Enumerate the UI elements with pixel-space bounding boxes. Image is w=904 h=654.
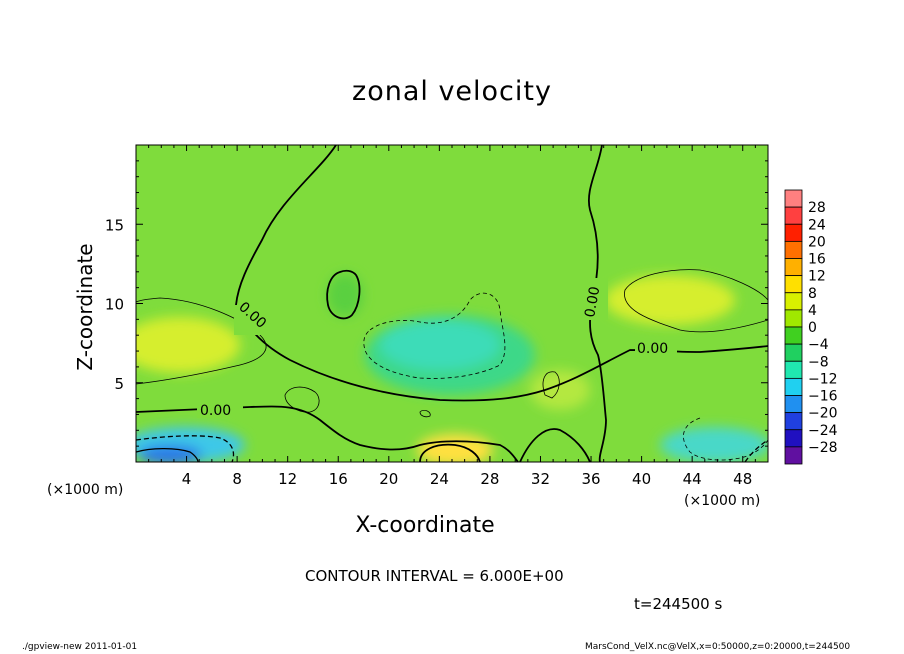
colorbar-label: 4 <box>808 303 817 319</box>
x-tick-label: 16 <box>329 470 348 488</box>
y-tick-label: 15 <box>105 216 124 234</box>
colorbar-swatch <box>784 223 803 242</box>
colorbar-label: −12 <box>808 371 838 387</box>
x-tick-label: 20 <box>379 470 398 488</box>
x-axis-ticks: 4 8 12 16 20 24 28 32 36 40 44 48 <box>148 145 756 488</box>
colorbar-label: −4 <box>808 337 829 353</box>
contour-label: 0.00 <box>582 285 603 318</box>
colorbar-label: 24 <box>808 217 826 233</box>
colorbar-swatch <box>784 292 803 311</box>
colorbar-swatch <box>784 446 803 465</box>
colorbar-label: 16 <box>808 252 826 268</box>
colorbar-label: −20 <box>808 406 838 422</box>
contour-label: 0.00 <box>200 403 231 419</box>
colorbar-label: 12 <box>808 269 826 285</box>
x-tick-label: 32 <box>531 470 550 488</box>
colorbar-label: −8 <box>808 354 829 370</box>
colorbar-swatch <box>784 377 803 396</box>
y-axis-ticks: 5 10 15 <box>105 160 768 447</box>
footer-left: ./gpview-new 2011-01-01 <box>22 642 138 652</box>
x-tick-label: 48 <box>733 470 752 488</box>
colorbar-swatch <box>784 412 803 431</box>
colorbar-swatch <box>784 309 803 328</box>
colorbar-label: 20 <box>808 234 826 250</box>
x-tick-label: 44 <box>683 470 702 488</box>
colorbar-swatch <box>784 326 803 345</box>
y-axis-label: Z-coordinate <box>73 243 97 371</box>
x-tick-label: 36 <box>581 470 600 488</box>
colorbar-label: −24 <box>808 423 838 439</box>
colorbar-label: −16 <box>808 389 838 405</box>
y-tick-label: 5 <box>114 375 124 393</box>
colorbar-label: 28 <box>808 200 826 216</box>
colorbar-label: 0 <box>808 320 817 336</box>
colorbar-label: 8 <box>808 286 817 302</box>
x-unit-label: (×1000 m) <box>47 482 124 498</box>
x-tick-label: 28 <box>480 470 499 488</box>
velocity-field <box>136 145 768 462</box>
contour-interval-text: CONTOUR INTERVAL = 6.000E+00 <box>305 567 564 585</box>
colorbar-swatch <box>784 343 803 362</box>
x-tick-label: 12 <box>278 470 297 488</box>
colorbar-swatch <box>784 206 803 225</box>
x-tick-label: 8 <box>232 470 242 488</box>
x-tick-label: 24 <box>430 470 449 488</box>
colorbar-label: −28 <box>808 440 838 456</box>
colorbar-swatch <box>784 258 803 277</box>
colorbar-swatch <box>784 240 803 259</box>
colorbar-swatch <box>784 275 803 294</box>
colorbar-swatch <box>784 189 803 208</box>
x-unit-label-right: (×1000 m) <box>684 493 761 509</box>
y-tick-label: 10 <box>105 296 124 314</box>
contour-label: 0.00 <box>637 341 668 357</box>
time-stamp: t=244500 s <box>634 595 723 613</box>
colorbar-swatch <box>784 360 803 379</box>
colorbar-swatch <box>784 395 803 414</box>
x-tick-label: 40 <box>632 470 651 488</box>
footer-right: MarsCond_VelX.nc@VelX,x=0:50000,z=0:2000… <box>585 642 851 652</box>
chart-title: zonal velocity <box>352 76 552 107</box>
colorbar-swatch <box>784 429 803 448</box>
x-axis-label: X-coordinate <box>355 513 495 538</box>
x-tick-label: 4 <box>182 470 192 488</box>
